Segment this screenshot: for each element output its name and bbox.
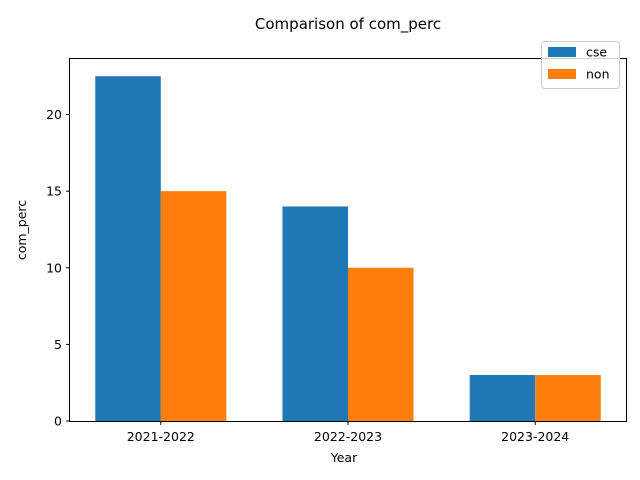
bar-cse-2023-2024	[469, 375, 536, 421]
bars-group	[95, 76, 601, 421]
y-tick-label: 15	[46, 184, 62, 199]
y-tick-label: 0	[54, 414, 62, 429]
bar-cse-2021-2022	[95, 76, 161, 421]
legend-label-non: non	[586, 67, 610, 82]
legend-label-cse: cse	[586, 45, 607, 60]
x-tick-label: 2023-2024	[501, 429, 569, 444]
bar-cse-2022-2023	[282, 206, 348, 421]
y-axis: 0 5 10 15 20	[46, 107, 70, 429]
y-axis-label: com_perc	[14, 200, 29, 260]
x-tick-label: 2022-2023	[314, 429, 382, 444]
plot-frame	[69, 58, 627, 422]
x-tick-label: 2021-2022	[127, 429, 195, 444]
bar-non-2021-2022	[160, 191, 227, 421]
bar-non-2022-2023	[348, 267, 414, 421]
legend: cse non	[541, 41, 620, 89]
x-axis-label: Year	[330, 450, 358, 465]
y-tick-label: 20	[46, 107, 62, 122]
chart-title: Comparison of com_perc	[255, 15, 441, 34]
legend-swatch-non	[548, 69, 576, 79]
y-tick-label: 5	[54, 337, 62, 352]
bar-non-2023-2024	[535, 375, 601, 421]
y-tick-label: 10	[46, 260, 62, 275]
x-axis: 2021-2022 2022-2023 2023-2024	[127, 421, 569, 444]
legend-swatch-cse	[548, 47, 576, 57]
